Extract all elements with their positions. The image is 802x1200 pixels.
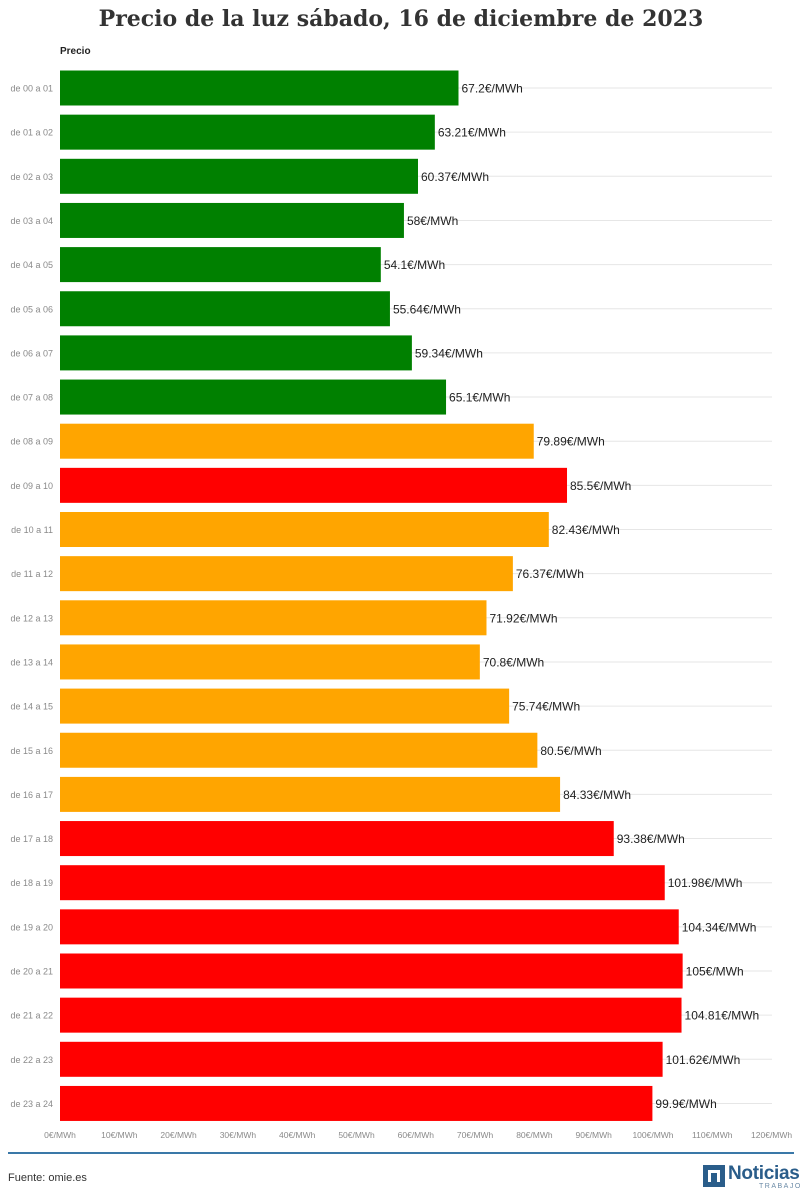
bar[interactable] (60, 688, 510, 724)
value-label: 104.34€/MWh (682, 920, 757, 934)
value-label: 60.37€/MWh (421, 170, 489, 184)
value-label: 75.74€/MWh (512, 700, 580, 714)
bar[interactable] (60, 158, 418, 194)
x-tick-label: 0€/MWh (44, 1130, 76, 1140)
value-label: 105€/MWh (686, 965, 744, 979)
bar[interactable] (60, 997, 682, 1033)
value-label: 101.62€/MWh (666, 1053, 741, 1067)
value-label: 76.37€/MWh (516, 567, 584, 581)
x-tick-label: 70€/MWh (457, 1130, 494, 1140)
bar[interactable] (60, 953, 683, 989)
category-label: de 05 a 06 (10, 304, 53, 314)
bar-chart: de 00 a 01 67.2€/MWh de 01 a 02 63.21€/MWh d… (10, 70, 792, 1140)
category-label: de 02 a 03 (10, 172, 53, 182)
value-label: 70.8€/MWh (483, 655, 544, 669)
value-label: 85.5€/MWh (570, 479, 631, 493)
bar[interactable] (60, 467, 568, 503)
logo-mark-icon (703, 1165, 725, 1187)
value-label: 84.33€/MWh (563, 788, 631, 802)
x-tick-label: 90€/MWh (576, 1130, 613, 1140)
value-label: 101.98€/MWh (668, 876, 743, 890)
category-label: de 16 a 17 (10, 790, 53, 800)
x-tick-label: 110€/MWh (692, 1130, 733, 1140)
bar[interactable] (60, 291, 390, 327)
bar[interactable] (60, 1085, 653, 1121)
value-label: 67.2€/MWh (461, 82, 522, 96)
value-label: 93.38€/MWh (617, 832, 685, 846)
category-label: de 04 a 05 (10, 260, 53, 270)
value-label: 63.21€/MWh (438, 126, 506, 140)
chart-title: Precio de la luz sábado, 16 de diciembre… (98, 6, 704, 32)
category-label: de 13 a 14 (10, 657, 53, 667)
x-tick-label: 60€/MWh (398, 1130, 435, 1140)
bar[interactable] (60, 379, 447, 415)
category-label: de 17 a 18 (10, 834, 53, 844)
value-label: 80.5€/MWh (540, 744, 601, 758)
source-text: Fuente: omie.es (8, 1172, 87, 1184)
category-label: de 15 a 16 (10, 746, 53, 756)
category-label: de 07 a 08 (10, 393, 53, 403)
bar[interactable] (60, 114, 435, 150)
value-label: 65.1€/MWh (449, 391, 510, 405)
category-label: de 11 a 12 (11, 569, 53, 579)
x-tick-label: 50€/MWh (338, 1130, 375, 1140)
bar[interactable] (60, 776, 561, 812)
value-label: 58€/MWh (407, 214, 458, 228)
bar[interactable] (60, 865, 665, 901)
category-label: de 19 a 20 (10, 922, 53, 932)
bar[interactable] (60, 600, 487, 636)
category-label: de 23 a 24 (10, 1099, 53, 1109)
category-label: de 20 a 21 (10, 967, 53, 977)
category-label: de 01 a 02 (10, 128, 53, 138)
bar[interactable] (60, 556, 513, 592)
category-label: de 22 a 23 (10, 1055, 53, 1065)
series-label: Precio (60, 46, 91, 57)
category-label: de 03 a 04 (10, 216, 53, 226)
footer-divider (8, 1152, 794, 1154)
bar[interactable] (60, 423, 534, 459)
value-label: 99.9€/MWh (655, 1097, 716, 1111)
noticias-trabajo-logo[interactable]: Noticias TRABAJO (703, 1163, 800, 1191)
bar[interactable] (60, 247, 381, 283)
x-tick-label: 100€/MWh (632, 1130, 673, 1140)
x-tick-label: 80€/MWh (516, 1130, 553, 1140)
logo-text: Noticias (728, 1163, 800, 1184)
category-label: de 12 a 13 (10, 613, 53, 623)
value-label: 82.43€/MWh (552, 523, 620, 537)
bar[interactable] (60, 732, 538, 768)
value-label: 71.92€/MWh (489, 611, 557, 625)
logo-subtext: TRABAJO (759, 1183, 802, 1190)
category-label: de 09 a 10 (10, 481, 53, 491)
category-label: de 18 a 19 (10, 878, 53, 888)
value-label: 55.64€/MWh (393, 302, 461, 316)
x-tick-label: 40€/MWh (279, 1130, 316, 1140)
category-label: de 08 a 09 (10, 437, 53, 447)
bar[interactable] (60, 644, 480, 680)
value-label: 104.81€/MWh (685, 1009, 760, 1023)
category-label: de 06 a 07 (10, 348, 53, 358)
value-label: 54.1€/MWh (384, 258, 445, 272)
bar[interactable] (60, 512, 549, 547)
bar[interactable] (60, 70, 459, 106)
category-label: de 00 a 01 (10, 84, 53, 94)
x-tick-label: 30€/MWh (220, 1130, 257, 1140)
bar[interactable] (60, 202, 404, 238)
x-tick-label: 120€/MWh (751, 1130, 792, 1140)
value-label: 79.89€/MWh (537, 435, 605, 449)
value-label: 59.34€/MWh (415, 346, 483, 360)
bar[interactable] (60, 335, 412, 371)
bar[interactable] (60, 909, 679, 945)
x-tick-label: 10€/MWh (101, 1130, 138, 1140)
x-tick-label: 20€/MWh (160, 1130, 197, 1140)
category-label: de 21 a 22 (10, 1011, 53, 1021)
bar[interactable] (60, 1041, 663, 1077)
category-label: de 14 a 15 (10, 702, 53, 712)
bar[interactable] (60, 821, 614, 857)
category-label: de 10 a 11 (11, 525, 53, 535)
